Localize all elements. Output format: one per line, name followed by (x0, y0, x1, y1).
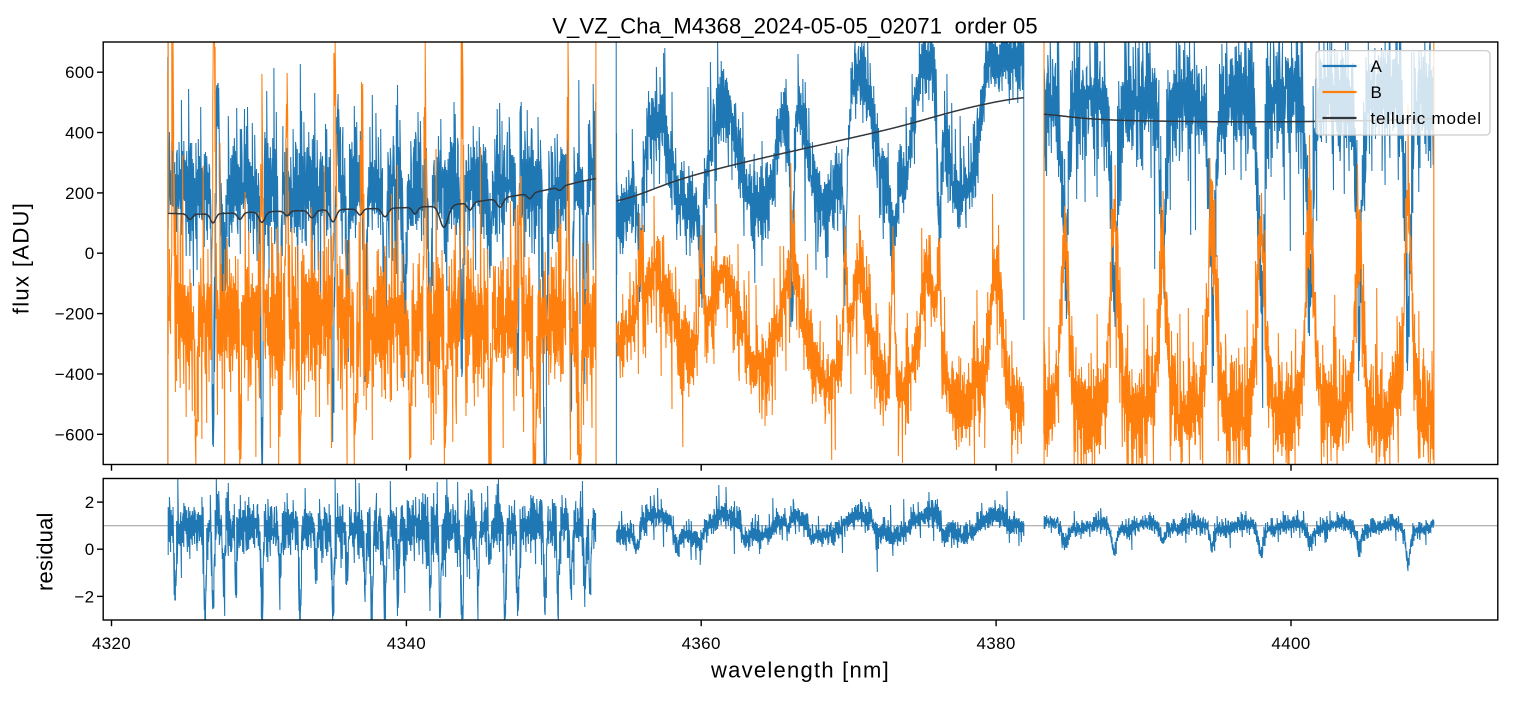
svg-text:2: 2 (85, 493, 95, 512)
svg-text:4400: 4400 (1271, 634, 1310, 653)
svg-text:V_VZ_Cha_M4368_2024-05-05_0207: V_VZ_Cha_M4368_2024-05-05_02071 order 05 (552, 14, 1038, 39)
svg-text:B: B (1371, 83, 1382, 102)
svg-text:−2: −2 (74, 587, 94, 606)
svg-text:−400: −400 (55, 365, 95, 384)
svg-text:4320: 4320 (92, 634, 131, 653)
svg-text:4360: 4360 (682, 634, 721, 653)
svg-text:A: A (1371, 57, 1383, 76)
svg-text:400: 400 (65, 124, 94, 143)
svg-text:4380: 4380 (976, 634, 1015, 653)
svg-text:flux [ADU]: flux [ADU] (9, 202, 34, 315)
svg-text:residual: residual (33, 512, 58, 591)
svg-text:−600: −600 (55, 425, 95, 444)
svg-text:0: 0 (85, 244, 95, 263)
svg-text:0: 0 (85, 540, 95, 559)
svg-text:telluric model: telluric model (1371, 109, 1482, 128)
svg-text:4340: 4340 (387, 634, 426, 653)
svg-text:wavelength [nm]: wavelength [nm] (710, 658, 890, 683)
svg-text:600: 600 (65, 63, 94, 82)
svg-text:−200: −200 (55, 305, 95, 324)
svg-text:200: 200 (65, 184, 94, 203)
